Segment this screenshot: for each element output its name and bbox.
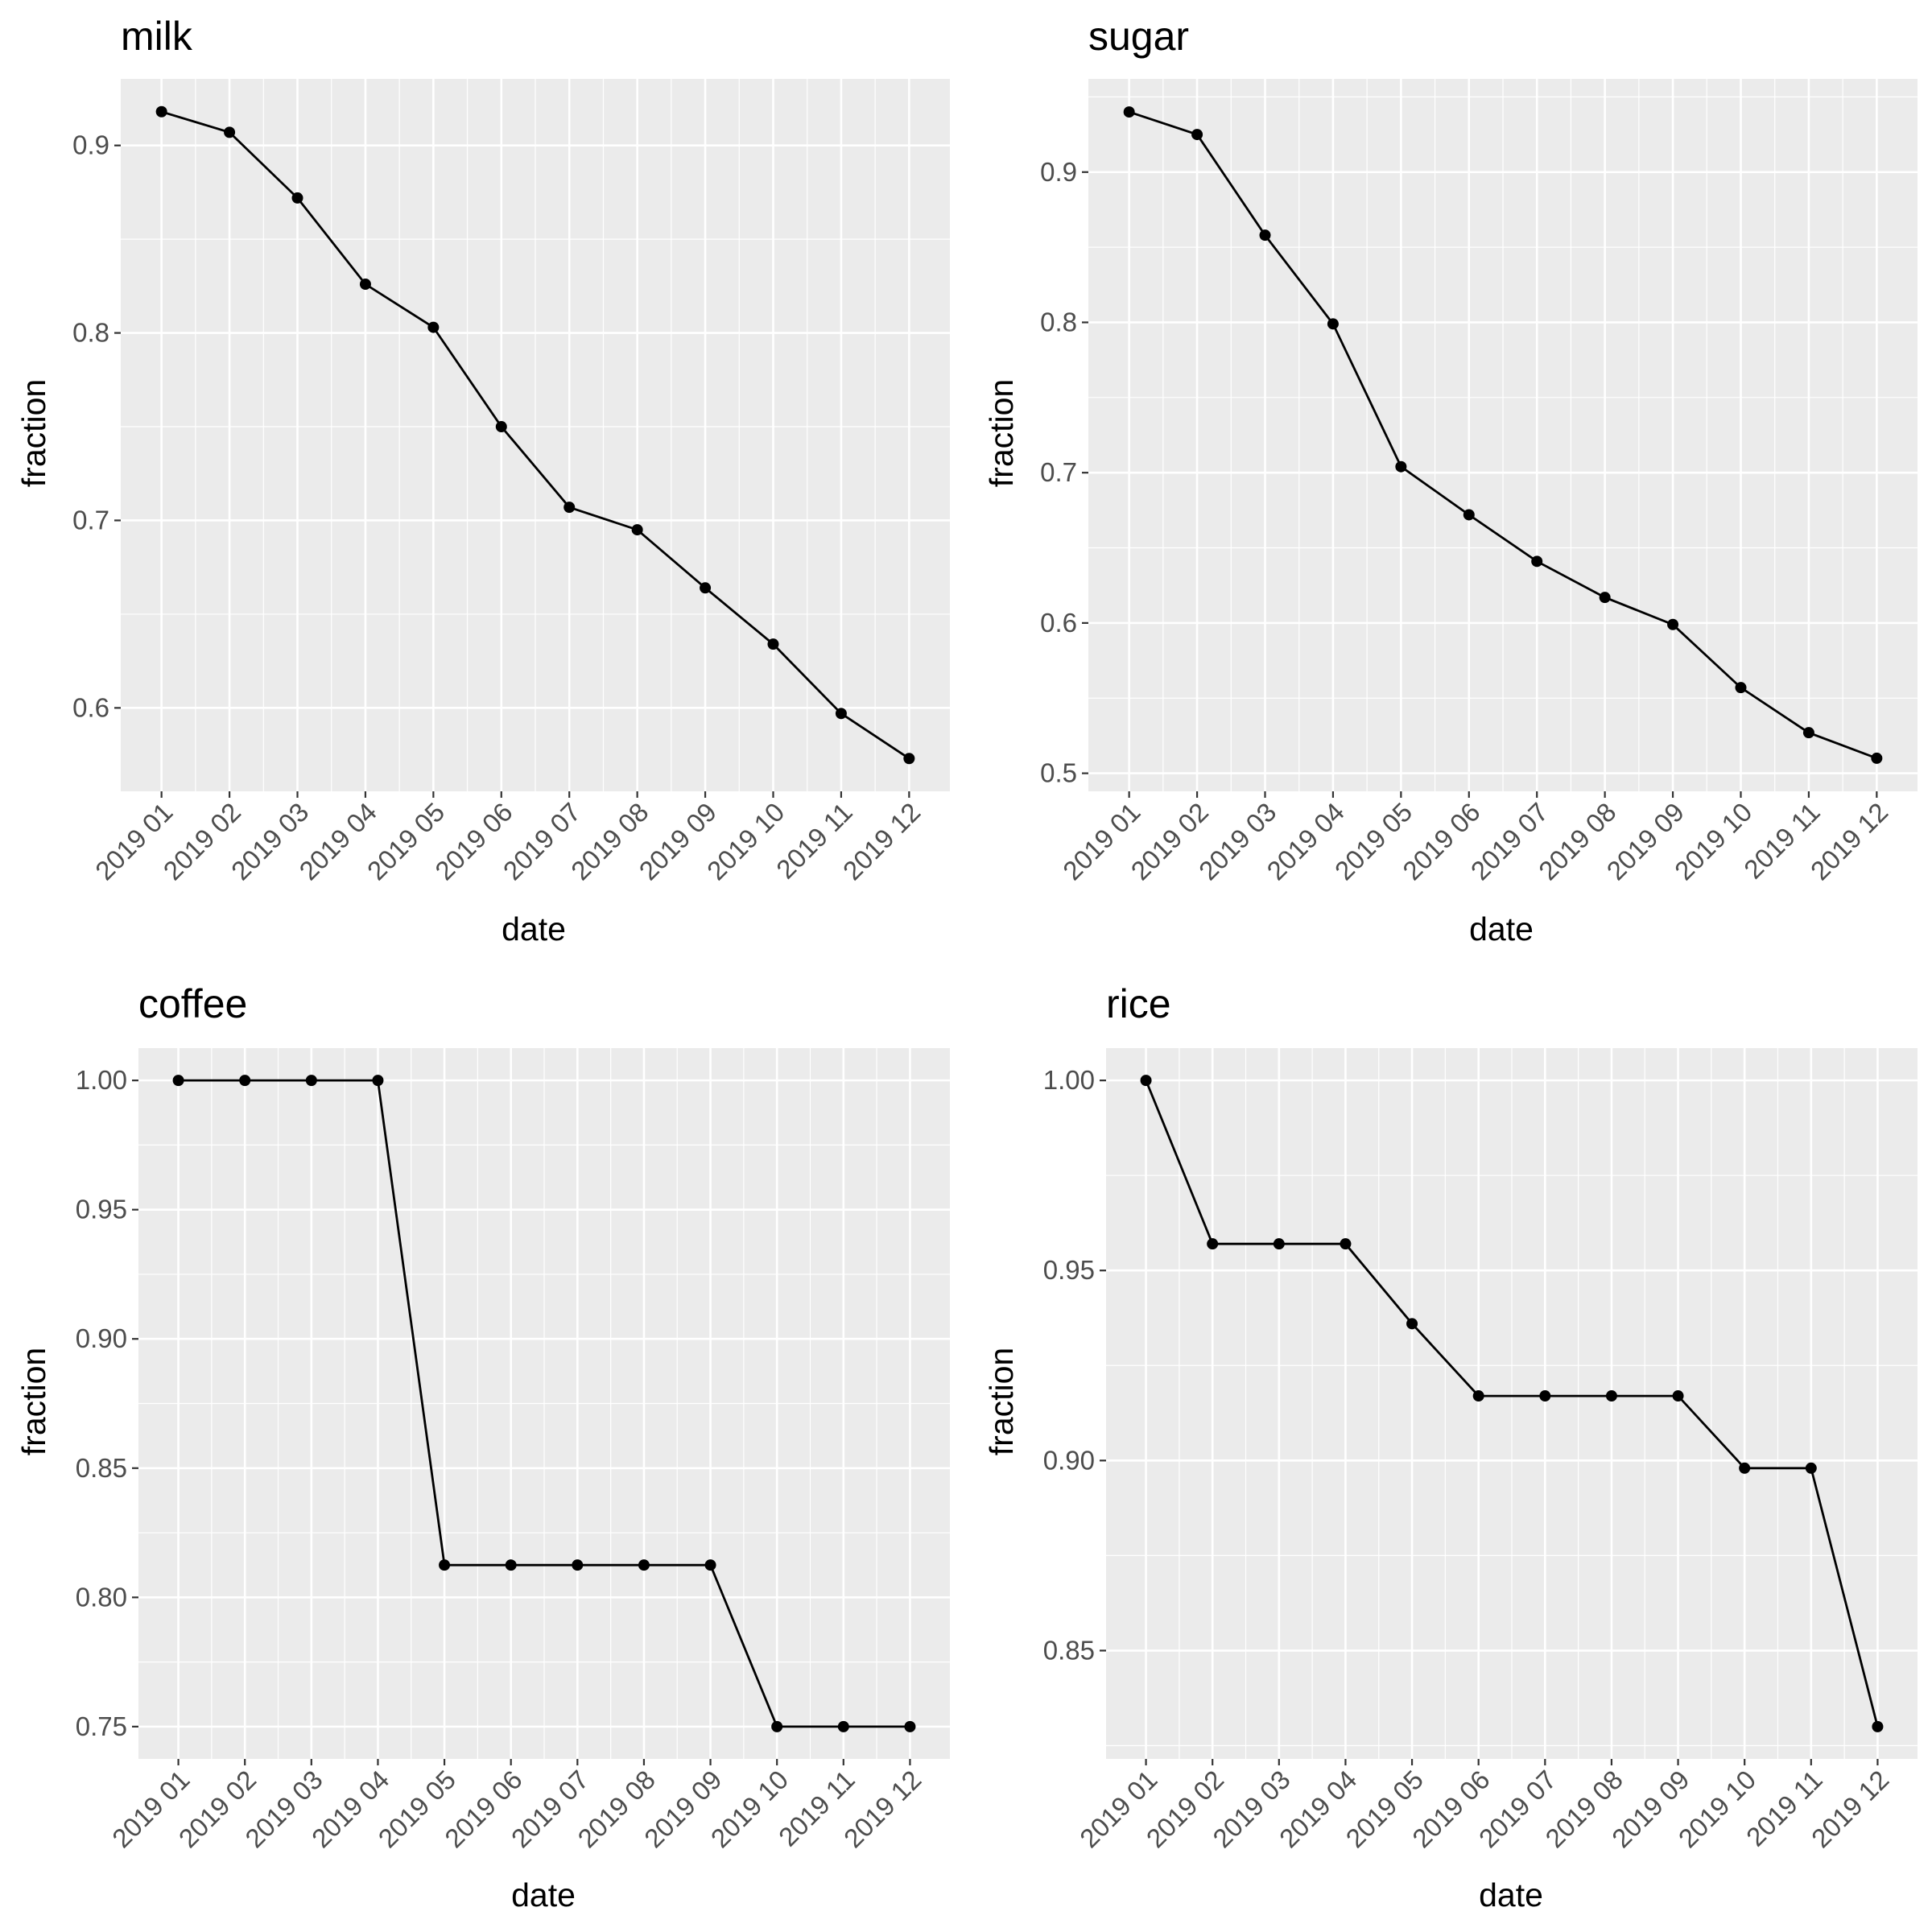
y-axis-title: fraction: [983, 379, 1020, 487]
panel-rice: rice date fraction 0.850.900.951.002019 …: [983, 981, 1918, 1913]
panel-title: rice: [1106, 981, 1171, 1026]
data-point: [1667, 618, 1679, 630]
data-point: [835, 708, 847, 720]
data-point: [1539, 1390, 1551, 1402]
data-point: [505, 1559, 517, 1571]
data-point: [704, 1559, 716, 1571]
data-point: [1340, 1238, 1352, 1250]
data-point: [1123, 106, 1135, 118]
y-tick-label: 0.8: [72, 318, 109, 348]
data-point: [1805, 1462, 1817, 1474]
data-point: [1739, 1462, 1751, 1474]
data-point: [1605, 1390, 1617, 1402]
data-point: [172, 1075, 184, 1087]
data-point: [1599, 592, 1611, 604]
y-tick-label: 0.7: [72, 505, 109, 535]
series-line: [1129, 110, 1877, 760]
data-point: [439, 1559, 451, 1571]
data-point: [1531, 555, 1543, 568]
y-tick-label: 0.85: [76, 1453, 127, 1483]
y-axis-title: fraction: [983, 1348, 1020, 1455]
data-point: [771, 1720, 783, 1732]
y-tick-label: 0.9: [72, 130, 109, 160]
plot-area: [1088, 79, 1918, 791]
y-tick-label: 1.00: [76, 1065, 127, 1095]
data-point: [1191, 129, 1203, 141]
data-point: [1140, 1075, 1152, 1087]
data-point: [1463, 509, 1475, 521]
panel-title: coffee: [138, 981, 247, 1026]
data-point: [1395, 460, 1407, 473]
data-point: [638, 1559, 650, 1571]
panel-sugar: sugar date fraction 0.5 0.6 0.7 0.8 0.9 2019 …: [983, 14, 1918, 947]
data-point: [1472, 1390, 1484, 1402]
y-tick-label: 0.6: [1040, 608, 1077, 638]
data-point: [1872, 1720, 1884, 1732]
data-point: [572, 1559, 584, 1571]
y-tick-label: 0.8: [1040, 307, 1077, 336]
data-point: [904, 1720, 916, 1732]
y-axis-title: fraction: [15, 1348, 52, 1455]
data-point: [427, 321, 440, 333]
data-point: [1273, 1238, 1285, 1250]
plot-area: [121, 79, 950, 791]
y-tick-label: 0.85: [1043, 1635, 1095, 1665]
data-point: [903, 753, 915, 765]
data-point: [224, 126, 236, 138]
data-point: [1871, 752, 1883, 764]
plot-area: [1106, 1048, 1918, 1759]
data-point: [495, 421, 507, 433]
series-line: [178, 1079, 910, 1728]
data-point: [1735, 682, 1747, 694]
data-point: [372, 1075, 384, 1087]
x-axis-title: date: [502, 910, 566, 947]
y-tick-label: 0.95: [76, 1195, 127, 1224]
x-axis-title: date: [1479, 1876, 1543, 1913]
panel-title: sugar: [1088, 14, 1189, 59]
data-point: [700, 582, 712, 594]
x-axis-title: date: [511, 1876, 576, 1913]
y-tick-label: 0.6: [72, 692, 109, 722]
data-point: [239, 1075, 251, 1087]
data-point: [767, 638, 779, 650]
data-point: [564, 502, 576, 514]
y-tick-label: 0.80: [76, 1582, 127, 1612]
data-point: [155, 105, 167, 118]
y-tick-label: 0.95: [1043, 1255, 1095, 1285]
data-point: [1327, 318, 1339, 330]
y-tick-label: 0.5: [1040, 758, 1077, 788]
panel-coffee: coffee date fraction 0.75 0.80 0.85 0.90 0.9…: [15, 981, 950, 1913]
y-tick-label: 0.90: [76, 1323, 127, 1353]
data-point: [1259, 229, 1271, 242]
data-point: [359, 279, 371, 291]
data-point: [1802, 727, 1814, 739]
x-tick-label: 2019 10: [1669, 797, 1758, 886]
panel-title: milk: [121, 14, 193, 59]
y-tick-label: 1.00: [1043, 1065, 1095, 1095]
data-point: [1207, 1238, 1219, 1250]
data-point: [837, 1720, 849, 1732]
y-axis-title: fraction: [15, 379, 52, 487]
plot-area: [138, 1048, 950, 1759]
y-tick-label: 0.90: [1043, 1445, 1095, 1475]
y-tick-label: 0.75: [76, 1711, 127, 1741]
data-point: [305, 1075, 317, 1087]
series-line: [1145, 1080, 1879, 1728]
series-line: [161, 110, 910, 760]
x-tick-label: 2019 10: [701, 797, 791, 886]
x-axis-title: date: [1469, 910, 1534, 947]
data-point: [631, 524, 643, 536]
y-tick-label: 0.9: [1040, 157, 1077, 187]
data-point: [1406, 1318, 1418, 1330]
x-tick-label: 2019 12: [1805, 797, 1894, 886]
y-tick-label: 0.7: [1040, 457, 1077, 487]
data-point: [291, 192, 303, 204]
x-tick-label: 2019 12: [837, 797, 927, 886]
data-point: [1672, 1390, 1684, 1402]
